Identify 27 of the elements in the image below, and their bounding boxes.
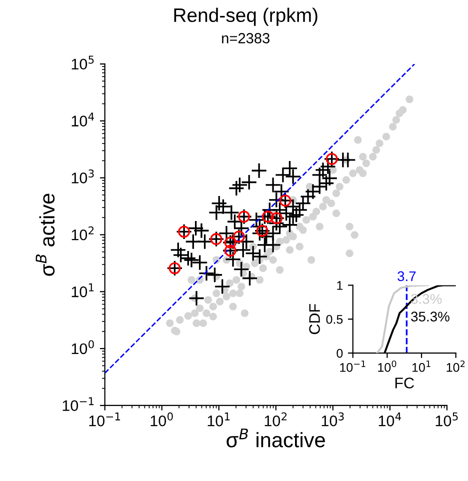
- x-tick-label: 10$^{5}$: [436, 412, 458, 426]
- x-tick-label: 10$^{2}$: [446, 360, 465, 372]
- chart-title: Rend-seq (rpkm): [174, 8, 318, 26]
- y-axis-title: σ$^{B}$ active: [36, 194, 55, 276]
- chart-subtitle: n=2383: [222, 33, 270, 44]
- y-tick-label: 0: [336, 348, 343, 358]
- y-tick-label: 10$^{4}$: [72, 112, 94, 126]
- y-tick-label: 10$^{1}$: [72, 283, 94, 298]
- y-tick-label: 0.5: [326, 314, 343, 324]
- x-tick-label: 10$^{4}$: [378, 412, 402, 426]
- y-tick-label: 10$^{2}$: [72, 226, 94, 240]
- y-axis-title: CDF: [309, 304, 320, 334]
- x-tick-label: 10$^{0}$: [378, 360, 396, 372]
- y-tick-label: 10$^{−1}$: [62, 397, 94, 412]
- y-tick-label: 10$^{3}$: [72, 169, 94, 184]
- ref-line-label: 3.7: [398, 271, 416, 282]
- x-tick-label: 10$^{1}$: [412, 360, 430, 372]
- y-tick-label: 10$^{5}$: [72, 56, 94, 70]
- x-tick-label: 10$^{0}$: [150, 412, 173, 426]
- x-axis-title: σ$^{B}$ inactive: [226, 428, 325, 448]
- annotation: 35.3%: [411, 312, 450, 322]
- x-tick-label: 10$^{2}$: [264, 412, 287, 426]
- y-tick-label: 1: [337, 281, 343, 290]
- y-tick-label: 10$^{0}$: [72, 340, 94, 354]
- x-axis-title: FC: [395, 378, 414, 388]
- x-tick-label: 10$^{−1}$: [89, 412, 120, 426]
- x-tick-label: 10$^{1}$: [208, 412, 230, 426]
